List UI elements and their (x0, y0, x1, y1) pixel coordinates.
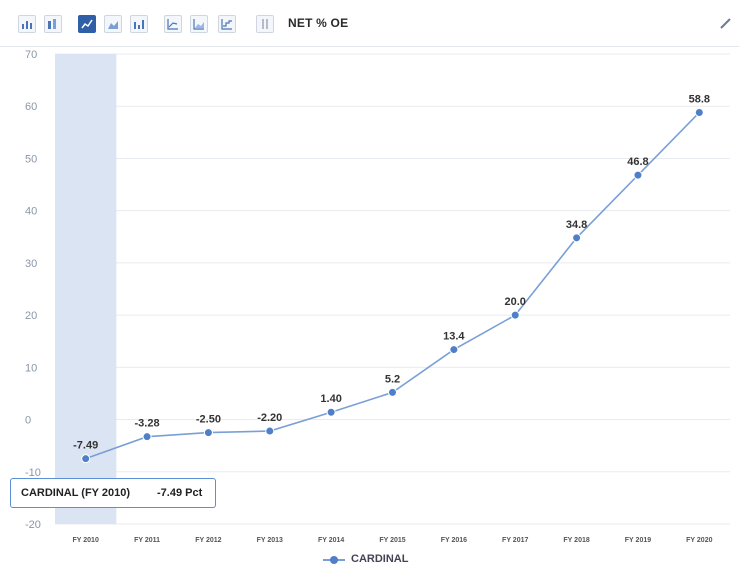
x-tick-label: FY 2014 (318, 537, 344, 544)
data-point[interactable] (81, 454, 91, 464)
x-tick-label: FY 2011 (134, 537, 160, 544)
area-line-button[interactable] (190, 15, 208, 33)
legend-marker-icon (323, 556, 345, 564)
grid-lines (55, 53, 730, 525)
data-point[interactable] (203, 428, 213, 438)
highlight-band-rect (55, 54, 117, 524)
data-label: -3.28 (135, 418, 160, 430)
bar-chart-button[interactable] (18, 15, 36, 33)
y-tick-label: -10 (25, 467, 41, 479)
line-up-icon (167, 19, 178, 30)
x-tick-label: FY 2016 (441, 537, 467, 544)
highlight-band (55, 54, 117, 524)
x-tick-label: FY 2010 (73, 537, 99, 544)
tooltip-series: CARDINAL (FY 2010) (21, 487, 131, 499)
sort-icon (262, 19, 268, 29)
y-axis: -20 -10 0 10 20 30 40 50 60 70 (25, 49, 41, 531)
y-tick-label: -20 (25, 519, 41, 531)
x-tick-label: FY 2018 (563, 537, 589, 544)
legend-label: CARDINAL (351, 553, 409, 565)
line-up-button[interactable] (164, 15, 182, 33)
bar-chart-icon (22, 21, 32, 29)
stacked-bar-icon (48, 19, 56, 29)
sort-button[interactable] (256, 15, 274, 33)
y-tick-label: 50 (25, 153, 37, 165)
chart-title: NET % OE (288, 16, 349, 30)
data-label: 34.8 (566, 219, 587, 231)
data-point[interactable] (142, 432, 152, 442)
column-chart-icon (134, 20, 144, 29)
y-tick-label: 30 (25, 258, 37, 270)
tooltip-value: -7.49 Pct (157, 487, 203, 499)
x-tick-label: FY 2019 (625, 537, 651, 544)
data-label: 46.8 (627, 156, 648, 168)
pencil-icon[interactable] (719, 16, 733, 30)
data-label: -2.20 (257, 412, 282, 424)
tooltip: CARDINAL (FY 2010) -7.49 Pct (10, 478, 216, 508)
x-tick-label: FY 2020 (686, 537, 712, 544)
chart-toolbar: NET % OE (0, 0, 739, 47)
line-chart-icon (81, 19, 93, 29)
data-point[interactable] (510, 310, 520, 320)
area-chart-icon (108, 21, 118, 29)
data-point[interactable] (265, 426, 275, 436)
y-tick-label: 40 (25, 206, 37, 218)
data-label: 1.40 (320, 393, 341, 405)
y-tick-label: 60 (25, 101, 37, 113)
data-point[interactable] (572, 233, 582, 243)
data-labels: -7.49 -3.28 -2.50 -2.20 1.40 5.2 13.4 20.0 34.8 4… (73, 93, 710, 451)
data-point[interactable] (388, 387, 397, 397)
area-line-icon (193, 19, 204, 30)
y-tick-label: 0 (25, 415, 31, 427)
x-tick-label: FY 2013 (257, 537, 283, 544)
step-chart-button[interactable] (218, 15, 236, 33)
y-tick-label: 70 (25, 49, 37, 61)
x-tick-label: FY 2012 (195, 537, 221, 544)
data-label: -7.49 (73, 440, 98, 452)
y-tick-label: 10 (25, 362, 37, 374)
data-label: 58.8 (689, 93, 710, 105)
data-point[interactable] (326, 407, 336, 417)
series-cardinal (81, 107, 704, 464)
data-label: -2.50 (196, 414, 221, 426)
x-tick-label: FY 2015 (379, 537, 405, 544)
stacked-bar-button[interactable] (44, 15, 62, 33)
data-label: 13.4 (443, 331, 465, 343)
series-line (85, 111, 700, 460)
step-chart-icon (221, 19, 232, 30)
column-chart-button[interactable] (130, 15, 148, 33)
x-tick-label: FY 2017 (502, 537, 528, 544)
data-point[interactable] (633, 170, 643, 180)
data-label: 5.2 (385, 373, 400, 385)
x-axis: FY 2010 FY 2011 FY 2012 FY 2013 FY 2014 FY 20… (73, 537, 713, 544)
data-label: 20.0 (505, 296, 526, 308)
data-point[interactable] (449, 345, 459, 355)
data-point[interactable] (694, 107, 704, 117)
area-chart-button[interactable] (104, 15, 122, 33)
y-tick-label: 20 (25, 310, 37, 322)
line-chart-button[interactable] (78, 15, 96, 33)
